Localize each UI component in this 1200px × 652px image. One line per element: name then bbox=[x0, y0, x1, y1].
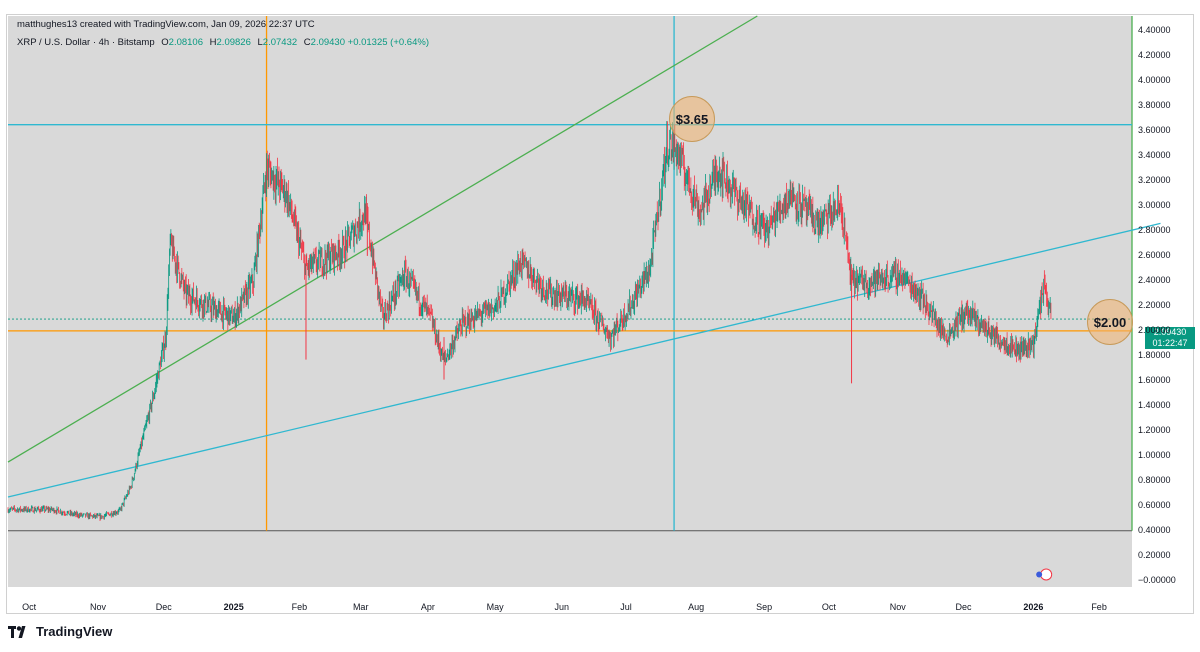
y-tick-label: 0.20000 bbox=[1138, 549, 1171, 560]
x-tick-label: May bbox=[486, 602, 504, 612]
last-price-tag: 2.09430 01:22:47 bbox=[1145, 327, 1195, 349]
close-value: 2.09430 bbox=[310, 37, 345, 48]
open-label: O bbox=[161, 37, 169, 48]
y-tick-label: 1.80000 bbox=[1138, 349, 1171, 360]
annotation-peak: $3.65 bbox=[669, 96, 715, 142]
y-tick-label: 1.40000 bbox=[1138, 399, 1171, 410]
y-tick-label: 1.00000 bbox=[1138, 449, 1171, 460]
y-tick-label: 4.40000 bbox=[1138, 24, 1171, 35]
symbol-name: XRP / U.S. Dollar · 4h · Bitstamp bbox=[17, 37, 155, 48]
y-tick-label: −0.00000 bbox=[1138, 574, 1176, 585]
high-label: H bbox=[209, 37, 217, 48]
x-tick-label: 2026 bbox=[1023, 602, 1044, 612]
x-tick-label: Sep bbox=[756, 602, 773, 612]
x-tick-label: Nov bbox=[90, 602, 107, 612]
y-tick-label: 2.60000 bbox=[1138, 249, 1171, 260]
y-tick-label: 2.80000 bbox=[1138, 224, 1171, 235]
y-tick-label: 1.60000 bbox=[1138, 374, 1171, 385]
x-tick-label: Jun bbox=[554, 602, 570, 612]
x-tick-label: Dec bbox=[155, 602, 172, 612]
symbol-legend: XRP / U.S. Dollar · 4h · Bitstamp O2.081… bbox=[17, 37, 429, 48]
bar-countdown: 01:22:47 bbox=[1152, 338, 1188, 348]
chart-frame: matthughes13 created with TradingView.co… bbox=[6, 14, 1195, 615]
brand-name: TradingView bbox=[36, 624, 113, 639]
annotation-peak-label: $3.65 bbox=[675, 111, 709, 127]
y-tick-label: 3.40000 bbox=[1138, 149, 1171, 160]
annotation-support: $2.00 bbox=[1087, 299, 1133, 345]
candles bbox=[7, 121, 1052, 522]
open-value: 2.08106 bbox=[168, 37, 203, 48]
trendline-green bbox=[7, 15, 758, 463]
event-marker-icon bbox=[1036, 571, 1043, 578]
last-price: 2.09430 bbox=[1153, 327, 1187, 337]
low-value: 2.07432 bbox=[262, 37, 298, 48]
y-tick-label: 0.60000 bbox=[1138, 499, 1171, 510]
y-tick-label: 3.60000 bbox=[1138, 124, 1171, 135]
y-tick-label: 1.20000 bbox=[1138, 424, 1171, 435]
x-tick-label: Jul bbox=[620, 602, 632, 612]
y-tick-label: 2.00000 bbox=[1138, 324, 1171, 335]
x-tick-label: Mar bbox=[352, 602, 369, 612]
close-label: C bbox=[303, 37, 311, 48]
y-tick-label: 0.80000 bbox=[1138, 474, 1171, 485]
y-tick-label: 3.80000 bbox=[1138, 99, 1171, 110]
y-tick-label: 2.20000 bbox=[1138, 299, 1171, 310]
change-value: +0.01325 (+0.64%) bbox=[347, 37, 429, 48]
created-by-text: matthughes13 created with TradingView.co… bbox=[17, 19, 315, 30]
y-tick-label: 4.20000 bbox=[1138, 49, 1171, 60]
y-tick-label: 0.40000 bbox=[1138, 524, 1171, 535]
x-tick-label: Nov bbox=[889, 602, 906, 612]
event-flag-icon bbox=[1040, 568, 1053, 581]
tradingview-icon bbox=[8, 625, 26, 638]
chart-canvas[interactable] bbox=[7, 15, 1195, 615]
x-tick-label: Dec bbox=[955, 602, 972, 612]
x-tick-label: Feb bbox=[1091, 602, 1107, 612]
low-label: L bbox=[257, 37, 263, 48]
y-tick-label: 4.00000 bbox=[1138, 74, 1171, 85]
x-tick-label: 2025 bbox=[223, 602, 244, 612]
y-tick-label: 3.20000 bbox=[1138, 174, 1171, 185]
annotation-support-label: $2.00 bbox=[1093, 314, 1127, 330]
trendline-blue bbox=[7, 222, 1161, 498]
y-tick-label: 3.00000 bbox=[1138, 199, 1171, 210]
tradingview-logo[interactable]: TradingView bbox=[8, 624, 112, 639]
x-tick-label: Aug bbox=[688, 602, 705, 612]
y-tick-label: 2.40000 bbox=[1138, 274, 1171, 285]
x-tick-label: Apr bbox=[420, 602, 435, 612]
x-tick-label: Oct bbox=[22, 602, 37, 612]
high-value: 2.09826 bbox=[216, 37, 251, 48]
x-tick-label: Oct bbox=[821, 602, 836, 612]
x-tick-label: Feb bbox=[291, 602, 308, 612]
